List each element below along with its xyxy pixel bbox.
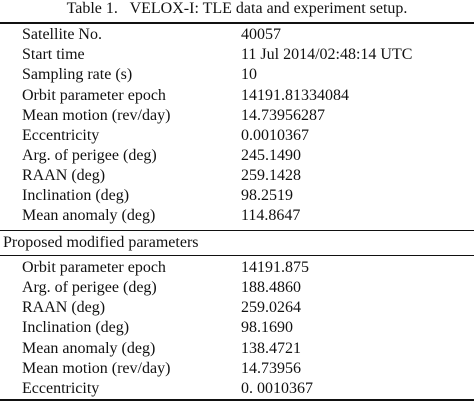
table-row: Eccentricity 0.0010367 bbox=[0, 126, 474, 146]
row-value: 14.73956287 bbox=[241, 107, 325, 124]
row-label: Inclination (deg) bbox=[22, 187, 130, 204]
row-label: Eccentricity bbox=[22, 127, 100, 144]
row-value: 138.4721 bbox=[241, 340, 301, 357]
row-label: Start time bbox=[22, 46, 85, 63]
row-value: 0. 0010367 bbox=[241, 380, 313, 397]
table-row: Inclination (deg) 98.1690 bbox=[0, 318, 474, 338]
table-row: Mean motion (rev/day) 14.73956287 bbox=[0, 106, 474, 126]
row-label: Arg. of perigee (deg) bbox=[22, 147, 157, 164]
row-label: Orbit parameter epoch bbox=[22, 259, 166, 276]
table-row: Sampling rate (s) 10 bbox=[0, 65, 474, 85]
row-value: 259.0264 bbox=[241, 299, 301, 316]
row-value: 114.8647 bbox=[241, 207, 301, 224]
row-label: Mean anomaly (deg) bbox=[22, 207, 156, 224]
table-row: Eccentricity 0. 0010367 bbox=[0, 379, 474, 399]
table-row: Orbit parameter epoch 14191.81334084 bbox=[0, 86, 474, 106]
row-label: Mean anomaly (deg) bbox=[22, 340, 156, 357]
table-row: RAAN (deg) 259.1428 bbox=[0, 166, 474, 186]
row-label: Satellite No. bbox=[22, 26, 102, 43]
row-value: 98.2519 bbox=[241, 187, 293, 204]
row-value: 98.1690 bbox=[241, 319, 293, 336]
table-row: Orbit parameter epoch 14191.875 bbox=[0, 258, 474, 278]
table-row: Mean anomaly (deg) 114.8647 bbox=[0, 206, 474, 226]
row-label: Arg. of perigee (deg) bbox=[22, 279, 157, 296]
row-label: Inclination (deg) bbox=[22, 319, 130, 336]
row-value: 11 Jul 2014/02:48:14 UTC bbox=[241, 46, 413, 63]
bottom-rule bbox=[0, 399, 474, 401]
table-row: RAAN (deg) 259.0264 bbox=[0, 298, 474, 318]
row-label: Sampling rate (s) bbox=[22, 66, 133, 83]
row-value: 40057 bbox=[241, 26, 281, 43]
table-row: Mean motion (rev/day) 14.73956 bbox=[0, 359, 474, 379]
row-label: RAAN (deg) bbox=[22, 299, 106, 316]
section-bottom-rule bbox=[0, 255, 474, 256]
table-row: Start time 11 Jul 2014/02:48:14 UTC bbox=[0, 45, 474, 65]
row-label: Orbit parameter epoch bbox=[22, 87, 166, 104]
row-label: RAAN (deg) bbox=[22, 167, 106, 184]
table-row: Inclination (deg) 98.2519 bbox=[0, 186, 474, 206]
top-rule bbox=[0, 22, 474, 24]
row-value: 259.1428 bbox=[241, 167, 301, 184]
row-label: Mean motion (rev/day) bbox=[22, 107, 171, 124]
table-row: Arg. of perigee (deg) 188.4860 bbox=[0, 278, 474, 298]
row-value: 14.73956 bbox=[241, 360, 301, 377]
section-top-rule bbox=[0, 230, 474, 231]
row-value: 188.4860 bbox=[241, 279, 301, 296]
row-label: Mean motion (rev/day) bbox=[22, 360, 171, 377]
row-label: Eccentricity bbox=[22, 380, 100, 397]
row-value: 245.1490 bbox=[241, 147, 301, 164]
table-row: Satellite No. 40057 bbox=[0, 25, 474, 45]
row-value: 14191.875 bbox=[241, 259, 309, 276]
row-value: 14191.81334084 bbox=[241, 87, 349, 104]
table-row: Arg. of perigee (deg) 245.1490 bbox=[0, 146, 474, 166]
table-row: Mean anomaly (deg) 138.4721 bbox=[0, 339, 474, 359]
row-value: 10 bbox=[241, 66, 257, 83]
section-heading: Proposed modified parameters bbox=[3, 234, 199, 251]
row-value: 0.0010367 bbox=[241, 127, 309, 144]
table-caption: Table 1. VELOX-I: TLE data and experimen… bbox=[66, 0, 408, 17]
